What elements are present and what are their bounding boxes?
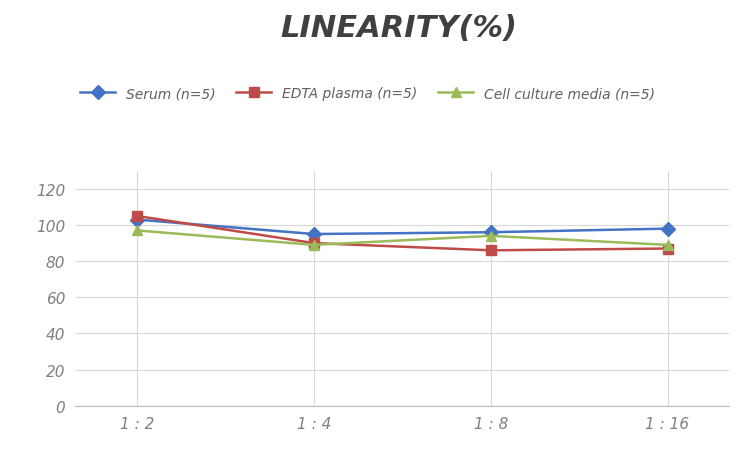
Legend: Serum (n=5), EDTA plasma (n=5), Cell culture media (n=5): Serum (n=5), EDTA plasma (n=5), Cell cul…: [74, 81, 661, 106]
Cell culture media (n=5): [309, 243, 318, 248]
Serum (n=5): [132, 217, 141, 223]
Line: Cell culture media (n=5): Cell culture media (n=5): [132, 226, 672, 250]
Serum (n=5): [309, 232, 318, 237]
EDTA plasma (n=5): [487, 248, 496, 253]
EDTA plasma (n=5): [663, 246, 672, 252]
Serum (n=5): [487, 230, 496, 235]
Text: LINEARITY(%): LINEARITY(%): [280, 14, 517, 42]
EDTA plasma (n=5): [132, 214, 141, 219]
EDTA plasma (n=5): [309, 241, 318, 246]
Line: EDTA plasma (n=5): EDTA plasma (n=5): [132, 212, 672, 256]
Cell culture media (n=5): [132, 228, 141, 234]
Serum (n=5): [663, 226, 672, 232]
Line: Serum (n=5): Serum (n=5): [132, 215, 672, 239]
Cell culture media (n=5): [663, 243, 672, 248]
Cell culture media (n=5): [487, 234, 496, 239]
